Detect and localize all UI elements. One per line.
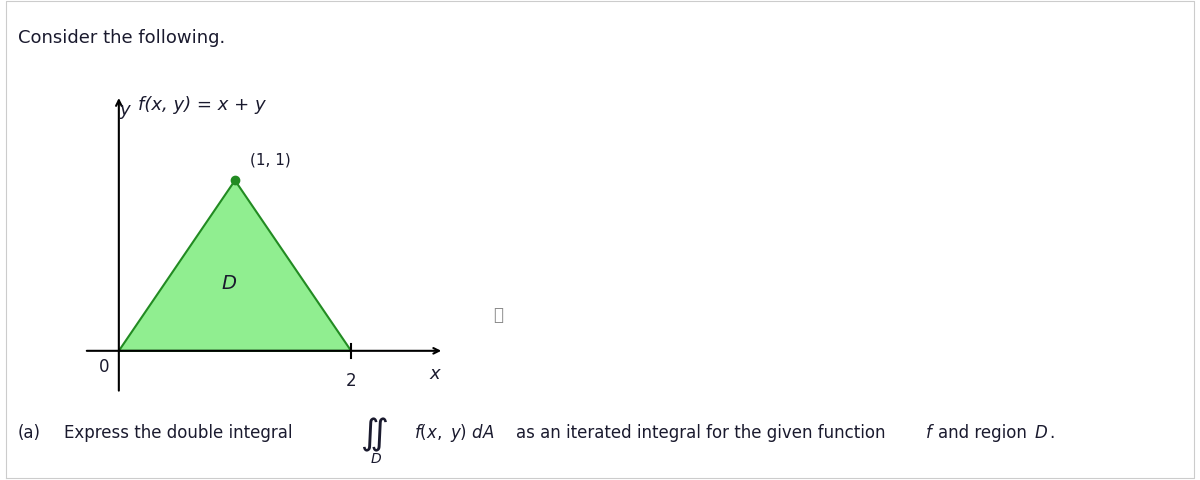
Text: f(x, y) = x + y: f(x, y) = x + y [138,96,265,114]
Text: $D$: $D$ [370,451,382,466]
Text: 0: 0 [98,358,109,375]
Text: $f$: $f$ [925,423,935,441]
Polygon shape [119,181,352,351]
Text: $\iint$: $\iint$ [360,415,388,454]
Text: (1, 1): (1, 1) [250,153,290,168]
Text: $f(x,\ y)\ dA$: $f(x,\ y)\ dA$ [414,421,494,443]
Text: and region: and region [938,423,1027,441]
Text: $D$: $D$ [1034,423,1049,441]
Text: .: . [1049,423,1054,441]
Text: ⓘ: ⓘ [493,305,503,324]
Text: (a): (a) [18,423,41,441]
Text: Express the double integral: Express the double integral [64,423,292,441]
Text: 2: 2 [346,371,356,389]
Text: x: x [430,364,440,382]
Text: Consider the following.: Consider the following. [18,29,226,47]
Text: D: D [222,274,236,292]
Text: y: y [119,101,130,119]
Text: as an iterated integral for the given function: as an iterated integral for the given fu… [516,423,886,441]
